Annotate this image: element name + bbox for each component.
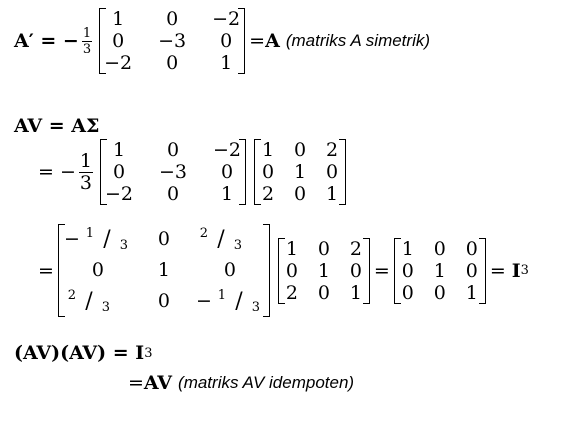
matrix-cell: 0 xyxy=(317,281,330,304)
matrix-cell: 0 xyxy=(465,237,478,260)
eq2-matrix-a: 1 0 −2 0 −3 0 −2 0 1 xyxy=(99,139,247,205)
eq3-matrix-2: 1 0 2 0 1 0 2 0 1 xyxy=(277,237,370,304)
matrix-cell: 1 xyxy=(433,259,446,282)
eq1-matrix-grid: 1 0 −2 0 −3 0 −2 0 1 xyxy=(104,8,240,74)
matrix-cell: 1 xyxy=(112,8,125,30)
matrix-cell: 2 xyxy=(325,139,339,161)
eq4-line1: (AV)(AV) = I xyxy=(14,342,145,364)
matrix-cell: 1 xyxy=(325,183,339,205)
matrix-cell: −3 xyxy=(158,30,187,52)
matrix-cell: 2 xyxy=(349,237,362,260)
matrix-cell: 0 xyxy=(433,237,446,260)
eq2-fraction: 1 3 xyxy=(78,149,93,194)
eq2-matrix-v-grid: 1 0 2 0 1 0 2 0 1 xyxy=(259,139,341,205)
matrix-cell: −2 xyxy=(213,139,242,161)
matrix-cell: 2 / 3 xyxy=(67,288,111,315)
matrix-cell: 0 xyxy=(465,259,478,282)
eq3-matrix-identity: 1 0 0 0 1 0 0 0 1 xyxy=(393,237,486,304)
matrix-cell: 0 xyxy=(293,183,307,205)
eq3-matrix-2-grid: 1 0 2 0 1 0 2 0 1 xyxy=(283,238,365,304)
eq1-rhs: A xyxy=(265,30,280,52)
matrix-cell: 2 xyxy=(285,281,298,304)
matrix-cell: 0 xyxy=(261,161,275,183)
eq3-identity: I xyxy=(511,259,521,282)
eq3-equals-mid: = xyxy=(373,259,390,282)
equation-idempotent-line2: = AV (matriks AV idempoten) xyxy=(128,372,354,394)
matrix-cell: 0 xyxy=(325,161,339,183)
matrix-cell: 1 xyxy=(317,259,330,282)
eq2-lead: = − xyxy=(38,161,76,183)
matrix-cell: 0 xyxy=(433,281,446,304)
matrix-cell: 0 xyxy=(401,281,414,304)
matrix-cell: 0 xyxy=(166,52,179,74)
matrix-cell: 1 xyxy=(293,161,307,183)
matrix-cell: 1 xyxy=(349,281,362,304)
matrix-cell: 0 xyxy=(166,8,179,30)
matrix-cell: 0 xyxy=(166,139,180,161)
matrix-cell: 1 xyxy=(220,52,233,74)
eq1-matrix: 1 0 −2 0 −3 0 −2 0 1 xyxy=(99,8,246,74)
equation-a-prime: A′ = − 1 3 1 0 −2 0 −3 0 −2 0 1 = A (mat… xyxy=(14,8,430,74)
matrix-cell: 1 xyxy=(112,139,126,161)
matrix-cell: 0 xyxy=(112,30,125,52)
eq2-matrix-a-grid: 1 0 −2 0 −3 0 −2 0 1 xyxy=(105,139,241,205)
eq1-lhs: A′ = − xyxy=(14,30,79,52)
eq4-line2-eq: = xyxy=(128,372,144,394)
eq1-equals: = xyxy=(249,30,266,52)
matrix-cell: 1 xyxy=(285,237,298,260)
matrix-cell: 2 xyxy=(261,183,275,205)
eq3-equals-end: = xyxy=(489,259,506,282)
matrix-cell: 2 / 3 xyxy=(199,226,243,253)
matrix-cell: 0 xyxy=(293,139,307,161)
eq2-line1: AV = AΣ xyxy=(14,115,100,137)
matrix-cell: 0 xyxy=(157,290,170,312)
matrix-cell: 1 xyxy=(157,259,170,281)
matrix-cell: 0 xyxy=(223,259,236,281)
eq3-matrix-1-grid: − 1 / 3 0 2 / 3 0 1 0 2 / 3 0 − 1 xyxy=(63,224,265,317)
matrix-cell: −2 xyxy=(104,52,133,74)
matrix-cell: 0 xyxy=(401,259,414,282)
eq4-line2-rhs: AV xyxy=(143,372,173,394)
equation-av-line2: = − 1 3 1 0 −2 0 −3 0 −2 0 1 1 0 2 0 1 0… xyxy=(38,139,350,205)
matrix-cell: 0 xyxy=(157,228,170,250)
eq2-matrix-v: 1 0 2 0 1 0 2 0 1 xyxy=(254,139,347,205)
eq3-matrix-1: − 1 / 3 0 2 / 3 0 1 0 2 / 3 0 − 1 xyxy=(57,224,270,317)
eq1-fraction: 1 3 xyxy=(81,25,93,57)
matrix-cell: 0 xyxy=(166,183,180,205)
eq3-matrix-identity-grid: 1 0 0 0 1 0 0 0 1 xyxy=(399,238,481,304)
matrix-cell: −3 xyxy=(159,161,188,183)
matrix-cell: 0 xyxy=(349,259,362,282)
matrix-cell: 0 xyxy=(112,161,126,183)
equation-av-line1: AV = AΣ xyxy=(14,115,99,137)
matrix-cell: 1 xyxy=(261,139,275,161)
matrix-cell: 0 xyxy=(220,161,234,183)
matrix-cell: 0 xyxy=(220,30,233,52)
equation-product: = − 1 / 3 0 2 / 3 0 1 0 2 / 3 0 xyxy=(38,224,529,317)
matrix-cell: 0 xyxy=(285,259,298,282)
matrix-cell: 0 xyxy=(91,259,104,281)
matrix-cell: − 1 / 3 xyxy=(63,226,129,253)
matrix-cell: −2 xyxy=(104,183,133,205)
eq4-line1-sub: 3 xyxy=(144,345,153,361)
eq1-note: (matriks A simetrik) xyxy=(285,31,431,50)
eq3-lead: = xyxy=(38,259,54,282)
matrix-cell: 0 xyxy=(317,237,330,260)
eq4-note: (matriks AV idempoten) xyxy=(178,373,355,392)
matrix-cell: 1 xyxy=(465,281,478,304)
eq3-identity-sub: 3 xyxy=(520,263,529,278)
matrix-cell: −2 xyxy=(212,8,241,30)
matrix-cell: 1 xyxy=(220,183,234,205)
matrix-cell: − 1 / 3 xyxy=(195,288,261,315)
matrix-cell: 1 xyxy=(401,237,414,260)
